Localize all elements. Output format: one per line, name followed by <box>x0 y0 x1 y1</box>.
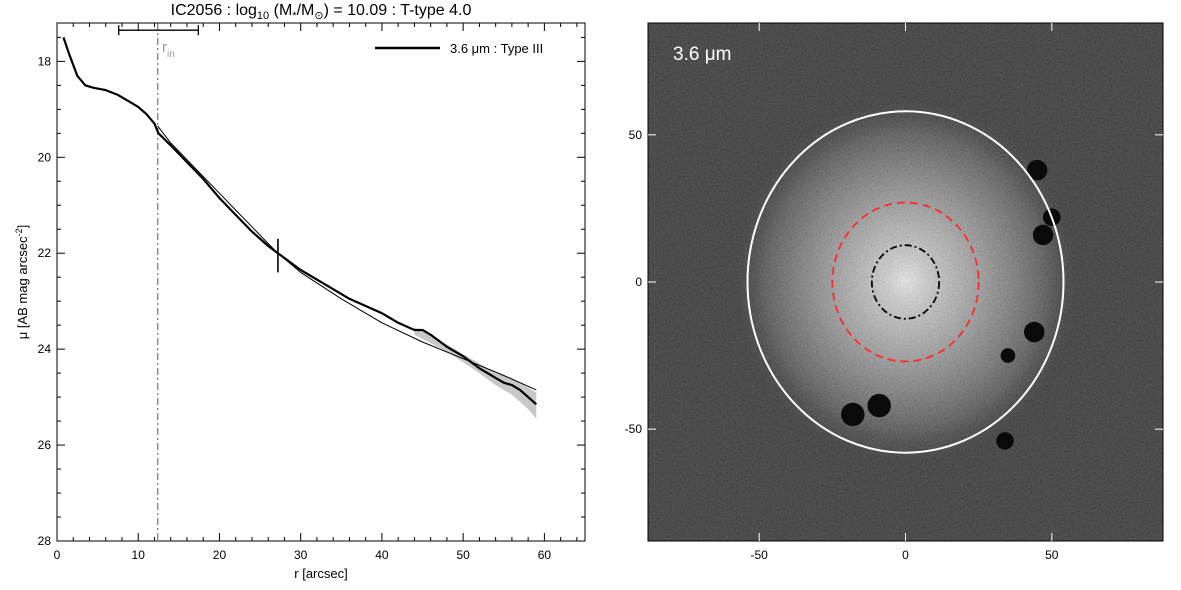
y-tick-label: 24 <box>38 342 52 356</box>
image-noise <box>648 23 1163 541</box>
image-overlays <box>746 110 1065 454</box>
profile-error-band <box>414 327 537 419</box>
r-in-letter: r <box>162 39 167 56</box>
image-x-tick-label: 0 <box>902 548 909 562</box>
y-tick-label: 22 <box>38 246 52 260</box>
profile-x-ticks: 0 10 20 30 40 50 60 <box>54 23 578 562</box>
y-label-main: μ [AB mag arcsec <box>15 236 30 339</box>
chart-title: IC2056 : log10 (M*/M⊙) = 10.09 : T-type … <box>171 2 472 22</box>
masked-source <box>1032 224 1054 246</box>
y-tick-label: 18 <box>38 54 52 68</box>
x-tick-label: 40 <box>375 548 389 562</box>
image-y-tick-label: 0 <box>635 275 642 289</box>
title-star-subscript: * <box>292 10 297 22</box>
profile-line <box>62 37 538 406</box>
masked-source <box>996 432 1014 450</box>
image-y-tick-label: 50 <box>629 128 643 142</box>
y-tick-label: 28 <box>38 534 52 548</box>
y-label-superscript: -2 <box>14 228 24 236</box>
x-tick-label: 10 <box>132 548 146 562</box>
x-tick-label: 30 <box>294 548 308 562</box>
image-area <box>648 23 1163 541</box>
profile-x-axis-label: r [arcsec] <box>294 566 347 581</box>
title-slash: /M <box>297 2 315 19</box>
title-sun-subscript: ⊙ <box>314 10 323 22</box>
inner-fit-line <box>157 125 279 254</box>
image-x-ticks: -50 0 50 <box>751 23 1059 562</box>
x-tick-label: 0 <box>54 548 61 562</box>
title-mass-open: (M <box>269 2 292 19</box>
image-panel: 3.6 μm -50 0 50 -50 0 50 <box>625 22 1164 562</box>
ellipse-break <box>831 201 980 363</box>
masked-source <box>1000 348 1016 363</box>
x-tick-label: 20 <box>213 548 227 562</box>
y-tick-label: 26 <box>38 438 52 452</box>
title-log-subscript: 10 <box>257 10 269 22</box>
image-band-label: 3.6 μm <box>673 44 731 65</box>
profile-y-axis-label: μ [AB mag arcsec-2] <box>14 225 30 340</box>
profile-panel: IC2056 : log10 (M*/M⊙) = 10.09 : T-type … <box>14 2 586 581</box>
masked-source <box>867 393 891 418</box>
profile-plot-area <box>62 23 538 541</box>
y-tick-label: 20 <box>38 150 52 164</box>
profile-y-ticks: 18 20 22 24 26 28 <box>38 36 585 548</box>
x-tick-label: 50 <box>456 548 470 562</box>
title-rest: ) = 10.09 : T-type 4.0 <box>324 2 472 19</box>
y-label-close: ] <box>15 225 30 229</box>
legend-label: 3.6 μm : Type III <box>450 41 543 56</box>
ellipse-outer <box>746 110 1065 454</box>
image-x-tick-label: -50 <box>751 548 769 562</box>
masked-source <box>1024 321 1045 343</box>
image-x-tick-label: 50 <box>1045 548 1059 562</box>
x-tick-label: 60 <box>538 548 552 562</box>
masked-source <box>1026 159 1048 181</box>
outer-fit-line <box>277 252 537 391</box>
title-galaxy-name: IC2056 : log <box>171 2 257 19</box>
r-in-label: rin <box>162 39 175 60</box>
profile-legend: 3.6 μm : Type III <box>375 41 543 56</box>
masked-source <box>841 402 865 427</box>
image-y-ticks: -50 0 50 <box>625 128 1163 436</box>
ellipse-inner <box>870 244 941 320</box>
r-in-subscript: in <box>167 49 175 60</box>
profile-plot-frame <box>56 22 586 542</box>
image-y-tick-label: -50 <box>625 422 643 436</box>
